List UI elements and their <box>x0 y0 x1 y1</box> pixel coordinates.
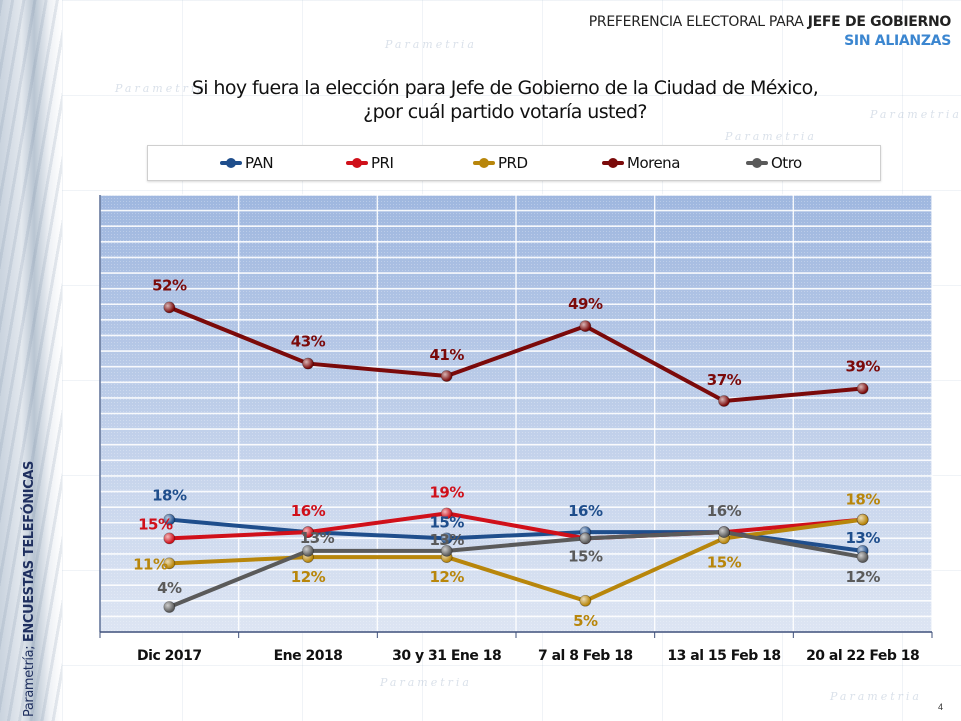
data-label-otro: 12% <box>845 568 880 586</box>
data-label-pri: 19% <box>429 483 464 501</box>
data-point-shine <box>857 514 869 526</box>
data-label-morena: 37% <box>707 371 742 389</box>
data-label-pan: 18% <box>152 487 187 505</box>
x-tick-label: 7 al 8 Feb 18 <box>538 648 633 664</box>
data-label-morena: 43% <box>291 333 326 351</box>
x-tick-label: Dic 2017 <box>137 648 202 664</box>
data-point-shine <box>441 507 453 519</box>
data-point-shine <box>163 301 175 313</box>
legend-marker-icon <box>746 158 768 168</box>
data-point-shine <box>163 514 175 526</box>
data-point-shine <box>441 532 453 544</box>
page-number: 4 <box>937 702 943 712</box>
header-title-bold: JEFE DE GOBIERNO <box>807 14 952 30</box>
chart-question: Si hoy fuera la elección para Jefe de Go… <box>180 76 830 124</box>
data-label-pan: 15% <box>429 513 464 531</box>
legend-item-otro: Otro <box>746 154 802 172</box>
data-point-shine <box>718 526 730 538</box>
legend-label: Otro <box>771 154 802 172</box>
data-point-shine <box>302 545 314 557</box>
data-label-otro: 13% <box>300 529 335 547</box>
legend-label: PRD <box>498 154 528 172</box>
data-label-otro: 15% <box>568 547 603 565</box>
series-line-otro <box>167 530 865 610</box>
data-point-shine <box>857 383 869 395</box>
data-label-prd: 12% <box>429 568 464 586</box>
data-label-otro: 13% <box>429 531 464 549</box>
legend-marker-icon <box>346 158 368 168</box>
legend-marker-icon <box>473 158 495 168</box>
data-label-pan: 16% <box>568 502 603 520</box>
data-point-shine <box>163 532 175 544</box>
data-point-shine <box>302 526 314 538</box>
source-method: ENCUESTAS TELEFÓNICAS <box>22 461 37 643</box>
watermark: Parametria <box>830 690 922 703</box>
data-point-shine <box>857 551 869 563</box>
data-label-prd: 5% <box>573 612 598 630</box>
legend-marker-icon <box>220 158 242 168</box>
data-label-morena: 39% <box>845 358 880 376</box>
data-label-prd: 15% <box>707 553 742 571</box>
header-title: PREFERENCIA ELECTORAL PARA JEFE DE GOBIE… <box>588 14 952 30</box>
watermark: Parametria <box>870 108 961 121</box>
data-point-shine <box>579 532 591 544</box>
legend-item-pan: PAN <box>220 154 274 172</box>
legend-label: Morena <box>627 154 680 172</box>
question-line-2: ¿por cuál partido votaría usted? <box>363 101 647 123</box>
data-label-pan: 13% <box>845 529 880 547</box>
legend-label: PAN <box>245 154 274 172</box>
data-point-shine <box>163 601 175 613</box>
series-line-pri <box>167 511 865 541</box>
x-tick-label: 20 al 22 Feb 18 <box>806 648 919 664</box>
chart-legend: PAN PRI PRD Morena Otro <box>147 145 881 181</box>
data-label-morena: 41% <box>429 346 464 364</box>
data-point-shine <box>441 545 453 557</box>
legend-marker-icon <box>602 158 624 168</box>
watermark: Parametria <box>115 82 207 95</box>
watermark: Parametria <box>385 38 477 51</box>
data-point-shine <box>441 370 453 382</box>
source-label: Parametría; ENCUESTAS TELEFÓNICAS <box>22 461 37 717</box>
header-title-prefix: PREFERENCIA ELECTORAL PARA <box>588 14 808 30</box>
data-point-shine <box>302 358 314 370</box>
header-subtitle: SIN ALIANZAS <box>844 33 951 49</box>
data-label-prd: 12% <box>291 568 326 586</box>
data-point-shine <box>579 595 591 607</box>
source-prefix: Parametría; <box>22 642 37 717</box>
data-label-prd: 11% <box>133 555 168 573</box>
data-point-shine <box>163 557 175 569</box>
x-tick-label: 13 al 15 Feb 18 <box>667 648 780 664</box>
legend-item-pri: PRI <box>346 154 394 172</box>
watermark: Parametria <box>380 676 472 689</box>
watermark: Parametria <box>725 130 817 143</box>
x-tick-label: 30 y 31 Ene 18 <box>392 648 501 664</box>
data-label-morena: 49% <box>568 295 603 313</box>
data-point-shine <box>718 395 730 407</box>
legend-label: PRI <box>371 154 394 172</box>
data-label-pri: 16% <box>291 502 326 520</box>
question-line-1: Si hoy fuera la elección para Jefe de Go… <box>191 77 819 99</box>
legend-item-prd: PRD <box>473 154 528 172</box>
series-line-morena <box>167 305 865 404</box>
data-label-pri: 15% <box>138 515 173 533</box>
data-label-otro: 4% <box>157 579 182 597</box>
data-label-prd: 18% <box>845 491 880 509</box>
x-tick-label: Ene 2018 <box>274 648 343 664</box>
data-label-morena: 52% <box>152 276 187 294</box>
data-point-shine <box>579 320 591 332</box>
legend-item-morena: Morena <box>602 154 680 172</box>
decorative-left-strip <box>0 0 62 721</box>
data-label-otro: 16% <box>707 502 742 520</box>
